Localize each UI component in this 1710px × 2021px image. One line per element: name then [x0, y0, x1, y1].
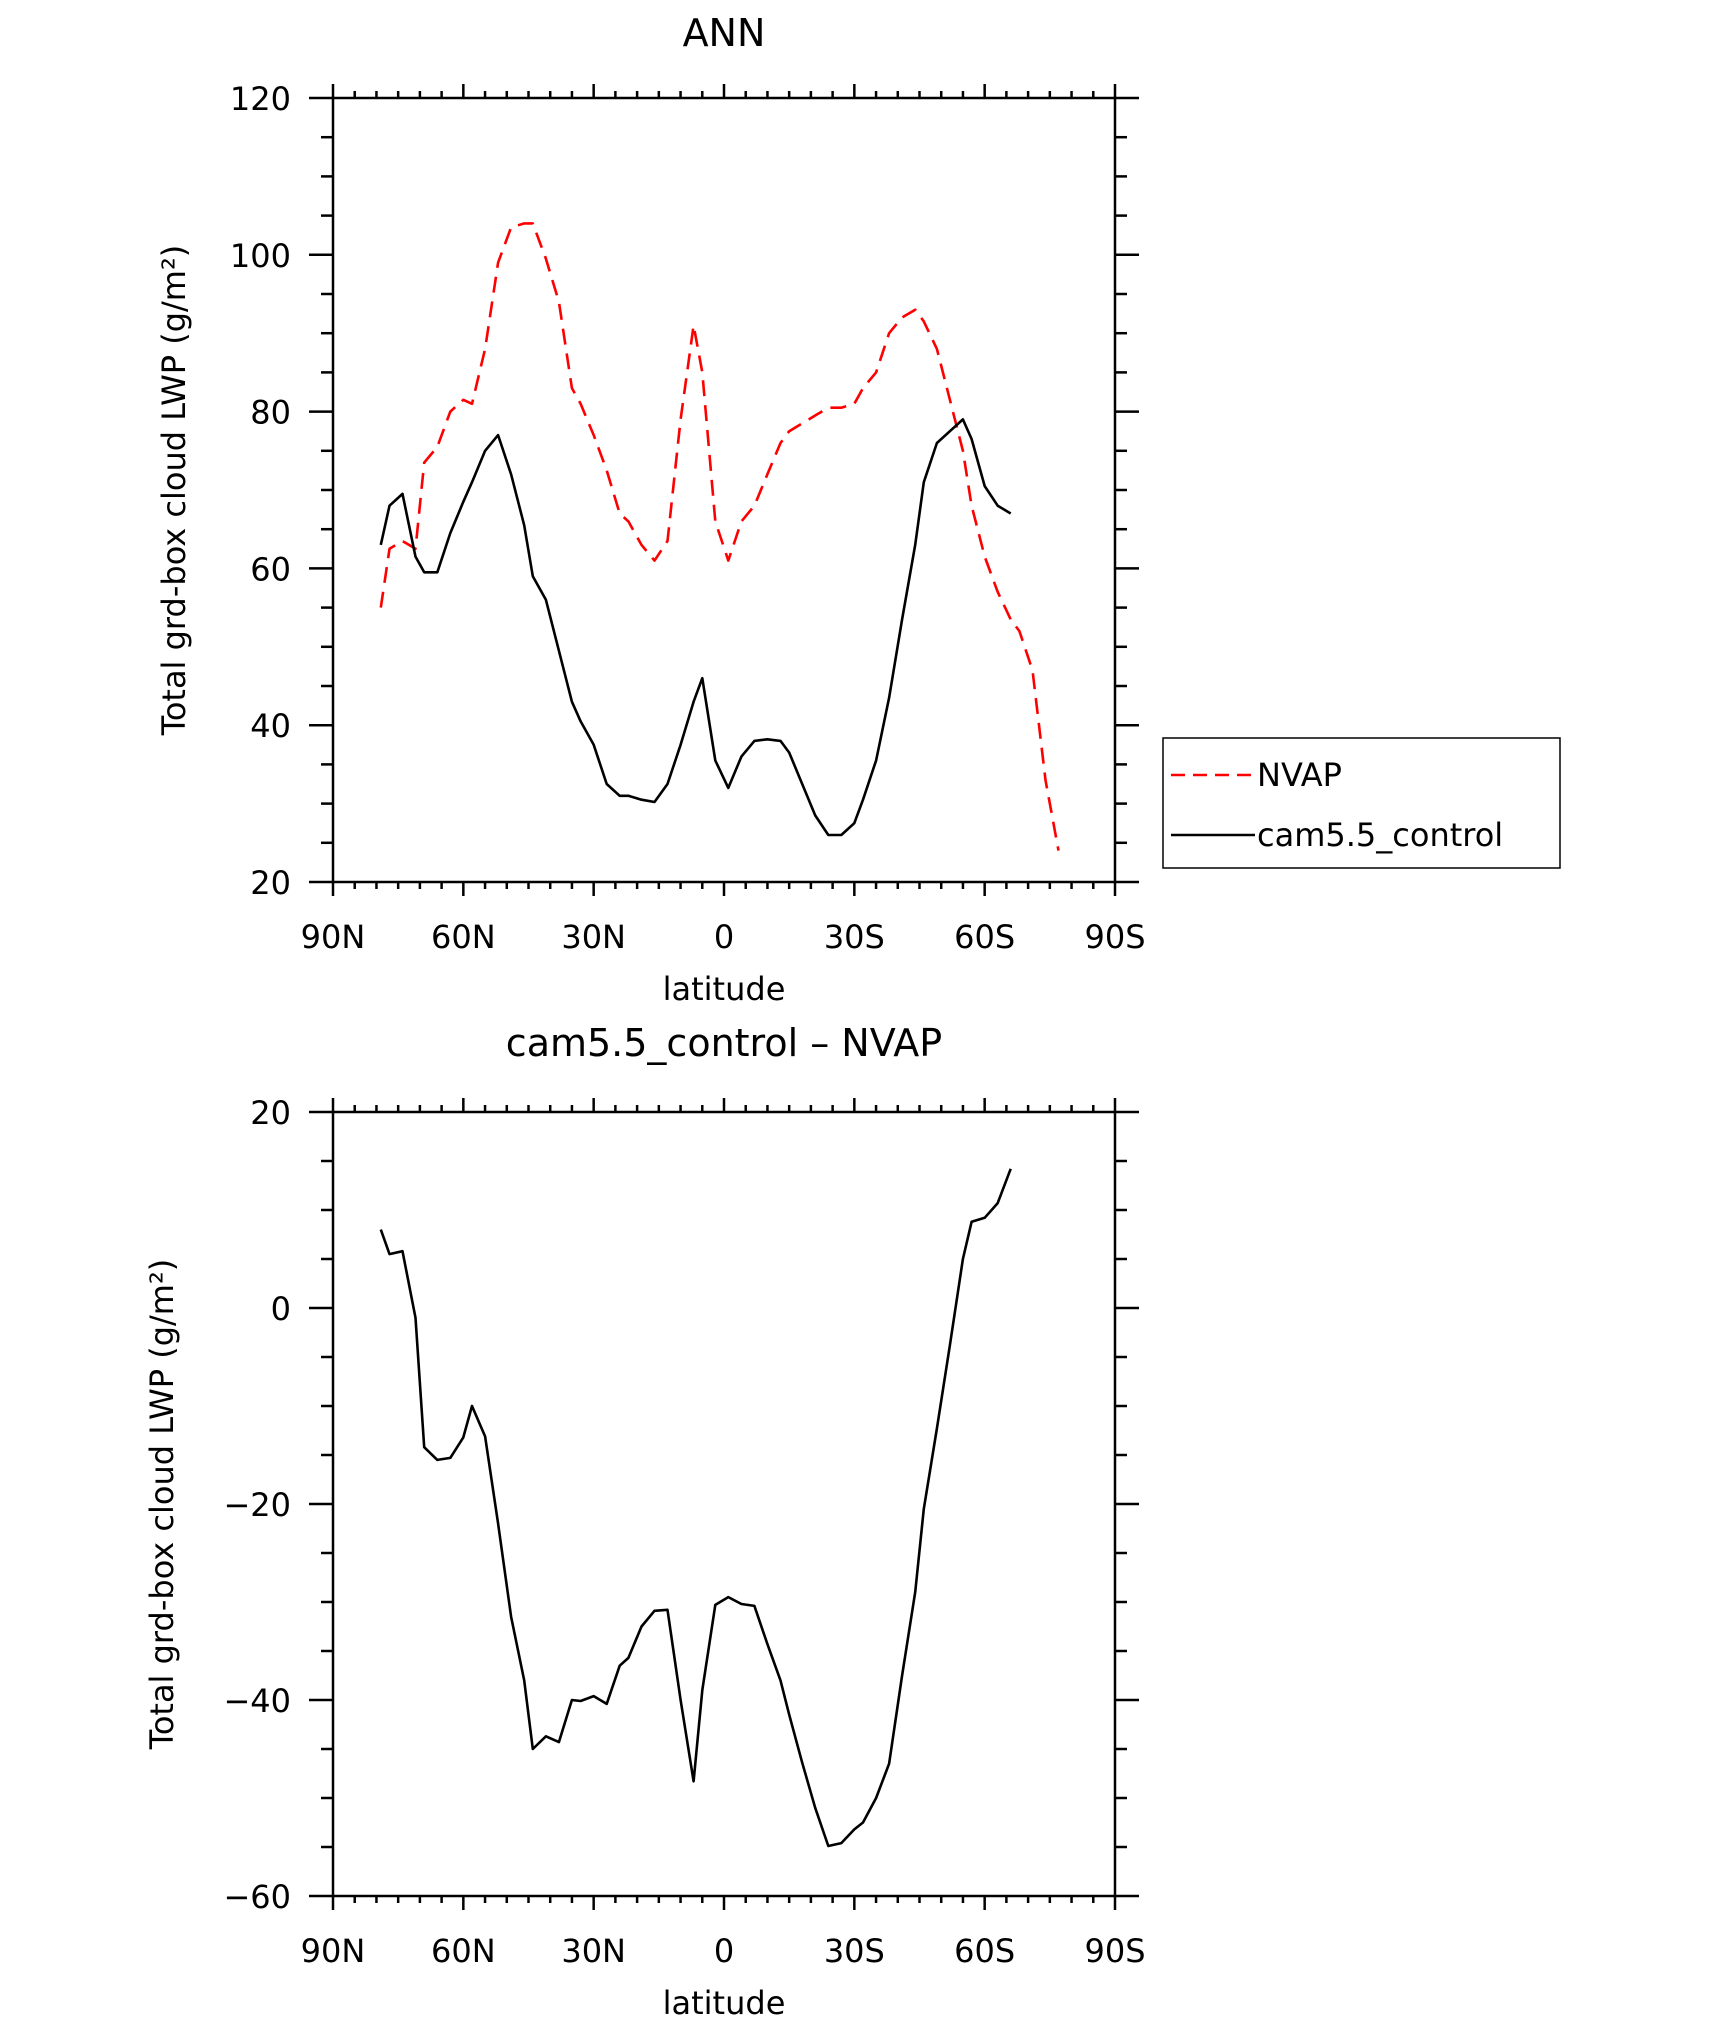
x-tick-label: 30N — [561, 1932, 626, 1970]
y-tick-label: 120 — [230, 80, 291, 118]
x-tick-label: 90S — [1084, 918, 1145, 956]
chart-title: ANN — [683, 11, 766, 55]
series-line-nvap — [379, 222, 1060, 851]
x-tick-label: 60N — [431, 1932, 496, 1970]
series-line-difference — [379, 1168, 1012, 1848]
legend: NVAP cam5.5_control — [1162, 737, 1561, 869]
x-tick-label: 30S — [824, 1932, 885, 1970]
x-tick-label: 90N — [301, 1932, 366, 1970]
chart-1: ANN 90N 60N 30N 0 30S 60S 90S 20 40 60 80 100 120 lati… — [155, 11, 1561, 1008]
y-axis-label: Total grd-box cloud LWP (g/m²) — [155, 245, 193, 737]
x-tick-label: 60N — [431, 918, 496, 956]
y-tick-label: 100 — [230, 237, 291, 275]
x-axis-label: latitude — [663, 970, 786, 1008]
y-tick-label: 0 — [271, 1290, 291, 1328]
y-axis-label: Total grd-box cloud LWP (g/m²) — [143, 1259, 181, 1751]
y-tick-label: −40 — [223, 1682, 291, 1720]
x-tick-label: 30S — [824, 918, 885, 956]
x-axis-label: latitude — [663, 1984, 786, 2021]
y-tick-label: 60 — [250, 550, 291, 588]
x-tick-label: 90N — [301, 918, 366, 956]
y-tick-label: 80 — [250, 394, 291, 432]
x-tick-label: 60S — [954, 1932, 1015, 1970]
x-tick-label: 60S — [954, 918, 1015, 956]
x-tick-label: 0 — [714, 1932, 734, 1970]
chart-title: cam5.5_control – NVAP — [506, 1021, 942, 1065]
y-tick-label: 20 — [250, 864, 291, 902]
y-tick-label: 20 — [250, 1094, 291, 1132]
legend-label: NVAP — [1257, 756, 1342, 794]
x-tick-label: 90S — [1084, 1932, 1145, 1970]
x-tick-label: 30N — [561, 918, 626, 956]
y-tick-label: 40 — [250, 707, 291, 745]
y-tick-label: −20 — [223, 1486, 291, 1524]
plot-frame — [331, 1110, 1117, 1898]
x-tick-label: 0 — [714, 918, 734, 956]
legend-box — [1162, 737, 1561, 869]
chart-2: cam5.5_control – NVAP 90N 60N 30N 0 30S 60S 90S… — [143, 1021, 1146, 2021]
legend-label: cam5.5_control — [1257, 816, 1503, 854]
y-tick-label: −60 — [223, 1878, 291, 1916]
plot-frame — [331, 96, 1117, 884]
series-line-cam5-5-control — [379, 418, 1012, 837]
